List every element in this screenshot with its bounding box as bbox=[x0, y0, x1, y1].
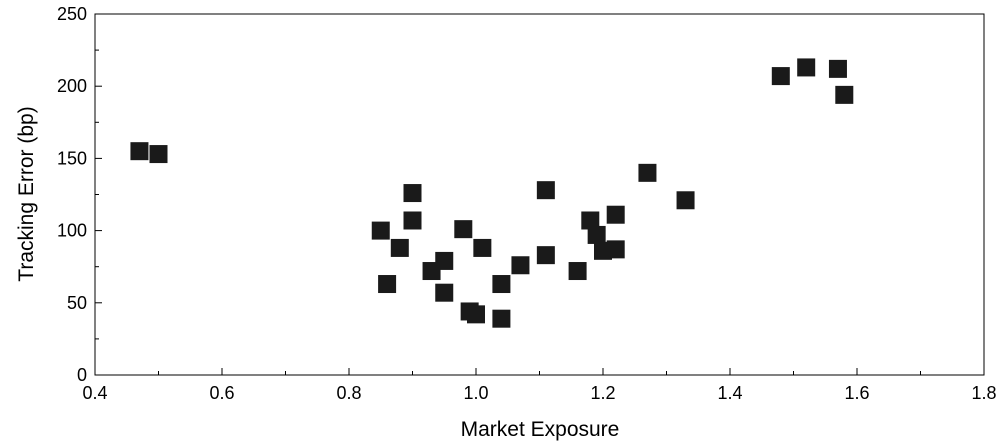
data-point bbox=[454, 220, 473, 239]
data-point bbox=[467, 305, 485, 324]
y-tick-label: 200 bbox=[57, 76, 87, 96]
y-tick-label: 0 bbox=[77, 365, 87, 385]
x-tick-label: 0.6 bbox=[209, 383, 234, 403]
y-tick-label: 150 bbox=[57, 148, 87, 168]
data-point bbox=[403, 211, 422, 230]
data-point bbox=[638, 163, 657, 182]
data-point bbox=[511, 256, 530, 275]
data-point bbox=[435, 283, 454, 302]
data-point bbox=[676, 191, 695, 210]
x-tick-label: 1.8 bbox=[971, 383, 996, 403]
data-point bbox=[587, 225, 606, 244]
data-point bbox=[568, 262, 587, 281]
data-point bbox=[606, 240, 625, 259]
data-point bbox=[835, 85, 854, 104]
x-tick-label: 1.6 bbox=[844, 383, 869, 403]
x-tick-label: 1.0 bbox=[463, 383, 488, 403]
data-point bbox=[797, 58, 816, 77]
data-point bbox=[149, 145, 168, 164]
x-tick-label: 1.2 bbox=[590, 383, 615, 403]
axis-ticks: 0.4 0.6 0.8 1.0 1.2 1.4 1.6 1.8 0 50 100 150 200 250 bbox=[57, 4, 997, 403]
data-point bbox=[390, 238, 409, 257]
x-axis-label: Market Exposure bbox=[461, 418, 620, 441]
data-point bbox=[606, 205, 625, 224]
data-point bbox=[492, 309, 511, 328]
data-point bbox=[536, 246, 555, 265]
data-point bbox=[536, 181, 555, 200]
data-point bbox=[371, 221, 390, 240]
y-tick-label: 100 bbox=[57, 221, 87, 241]
y-axis-label: Tracking Error (bp) bbox=[15, 106, 38, 281]
data-point bbox=[828, 59, 847, 78]
data-point bbox=[403, 184, 422, 203]
data-points bbox=[130, 58, 854, 328]
x-tick-label: 1.4 bbox=[717, 383, 742, 403]
data-point bbox=[378, 275, 397, 294]
x-tick-label: 0.8 bbox=[336, 383, 361, 403]
data-point bbox=[492, 275, 511, 294]
data-point bbox=[771, 67, 790, 86]
data-point bbox=[473, 238, 492, 257]
x-tick-label: 0.4 bbox=[82, 383, 107, 403]
data-point bbox=[130, 142, 149, 161]
data-point bbox=[581, 211, 600, 230]
data-point bbox=[435, 251, 454, 270]
y-tick-label: 250 bbox=[57, 4, 87, 24]
y-tick-label: 50 bbox=[67, 293, 87, 313]
